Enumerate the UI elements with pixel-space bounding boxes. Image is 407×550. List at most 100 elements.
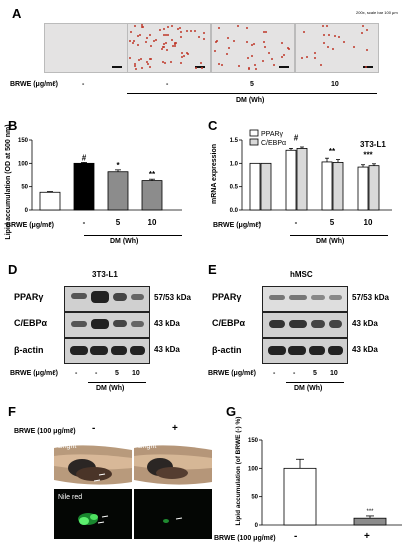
lipid-droplet bbox=[175, 41, 178, 44]
chart-g: 0 50 100 150 *** Lipid accumulation (of BRWE… bbox=[235, 417, 402, 529]
lipid-droplet bbox=[155, 39, 158, 42]
blot-d-cebp bbox=[64, 312, 150, 338]
panel-d-dm-bracket bbox=[88, 382, 146, 383]
significance-mark: # bbox=[294, 133, 299, 142]
lipid-droplet bbox=[236, 24, 239, 27]
lipid-droplet bbox=[149, 57, 152, 60]
lipid-droplet bbox=[365, 49, 368, 51]
panel-f-brwe-label: BRWE (100 μg/mℓ) bbox=[14, 428, 76, 435]
panel-e-dm-bracket bbox=[286, 382, 344, 383]
lipid-droplet bbox=[263, 45, 266, 48]
panel-c-dm-bracket bbox=[290, 235, 388, 236]
lipid-droplet bbox=[171, 25, 174, 28]
lipid-droplet bbox=[365, 65, 368, 68]
lipid-droplet bbox=[247, 66, 250, 69]
panel-e-letter: E bbox=[208, 262, 217, 277]
x-tick-label: - bbox=[49, 218, 52, 227]
micrograph-dm bbox=[127, 23, 211, 73]
panel-c-letter: C bbox=[208, 118, 218, 133]
lipid-droplet bbox=[333, 35, 336, 38]
panel-a-letter: A bbox=[12, 6, 22, 21]
significance-mark: ** bbox=[149, 170, 156, 179]
scale-bar bbox=[279, 66, 289, 68]
lipid-droplet bbox=[137, 43, 140, 46]
lipid-droplet bbox=[145, 37, 148, 40]
lipid-droplet bbox=[331, 48, 334, 51]
band bbox=[289, 295, 307, 300]
panel-e-dm-label: DM (Wh) bbox=[294, 385, 323, 392]
bar bbox=[368, 165, 380, 211]
band bbox=[131, 321, 144, 327]
panel-e-size-2: 43 kDa bbox=[352, 319, 378, 328]
lipid-droplet bbox=[360, 31, 363, 34]
panel-d-size-3: 43 kDa bbox=[154, 345, 180, 354]
lipid-droplet bbox=[132, 39, 135, 42]
panel-e-protein-3: β-actin bbox=[212, 345, 242, 355]
lipid-droplet bbox=[173, 43, 176, 46]
arrow-icon bbox=[98, 473, 106, 476]
y-tick-label: 150 bbox=[18, 138, 29, 144]
scale-note: 200x, scale bar 100 μm bbox=[356, 10, 398, 15]
lipid-droplet bbox=[270, 58, 273, 61]
bar bbox=[283, 467, 317, 526]
panel-a-brwe-label: BRWE (μg/mℓ) bbox=[10, 81, 59, 88]
y-tick-label: 1.5 bbox=[230, 138, 239, 144]
lipid-droplet bbox=[286, 46, 289, 49]
x-tick-label: - bbox=[83, 218, 86, 227]
band bbox=[311, 320, 325, 328]
lipid-droplet bbox=[185, 29, 188, 32]
significance-mark: *** bbox=[363, 151, 373, 160]
lipid-droplet bbox=[150, 58, 153, 61]
lipid-droplet bbox=[248, 67, 251, 70]
lipid-droplet bbox=[200, 61, 203, 64]
panel-f-letter: F bbox=[8, 404, 16, 419]
fish-bright-brwe: Bright bbox=[134, 438, 212, 488]
lipid-droplet bbox=[138, 33, 141, 36]
band bbox=[289, 320, 307, 328]
lipid-droplet bbox=[282, 53, 285, 56]
lipid-droplet bbox=[181, 52, 184, 55]
band bbox=[269, 295, 285, 300]
panel-c-dm-label: DM (Wh) bbox=[316, 238, 345, 245]
lipid-droplet bbox=[179, 27, 182, 30]
y-tick-label: 50 bbox=[251, 495, 258, 501]
lipid-droplet bbox=[160, 48, 163, 51]
panel-g-letter: G bbox=[226, 404, 237, 419]
lipid-droplet bbox=[180, 30, 183, 33]
lipid-droplet bbox=[173, 42, 176, 45]
band bbox=[90, 346, 108, 355]
blot-d-ppar bbox=[64, 286, 150, 312]
band bbox=[288, 346, 306, 355]
x-tick-label: 5 bbox=[330, 218, 335, 227]
lipid-droplet bbox=[165, 42, 168, 45]
lipid-droplet bbox=[145, 60, 148, 63]
lipid-droplet bbox=[281, 42, 284, 45]
lipid-droplet bbox=[226, 52, 229, 55]
band bbox=[328, 346, 343, 355]
lipid-droplet bbox=[287, 48, 290, 51]
lipid-droplet bbox=[250, 54, 253, 57]
significance-mark: *** bbox=[366, 509, 374, 515]
chart-c: 0.00.51.01.5-#-**5***10 mRNA expression … bbox=[211, 129, 392, 227]
lipid-droplet bbox=[251, 43, 254, 46]
x-tick-label: 10 bbox=[364, 218, 373, 227]
lipid-droplet bbox=[164, 34, 167, 37]
lipid-droplet bbox=[226, 37, 229, 40]
nile-label: Nile red bbox=[58, 494, 82, 501]
lipid-droplet bbox=[163, 62, 166, 65]
lipid-droplet bbox=[264, 31, 267, 34]
legend-ppar: PPARγ bbox=[261, 131, 284, 138]
band bbox=[70, 346, 88, 355]
panel-a-dm-label: DM (Wh) bbox=[236, 97, 265, 104]
band bbox=[91, 319, 109, 329]
panel-e-protein-1: PPARγ bbox=[212, 292, 242, 302]
y-tick-label: 0 bbox=[255, 523, 259, 529]
lipid-droplet bbox=[322, 34, 325, 37]
lipid-droplet bbox=[181, 56, 184, 59]
lipid-droplet bbox=[137, 58, 140, 61]
lipid-droplet bbox=[214, 41, 217, 44]
micrograph-control bbox=[44, 23, 128, 73]
y-tick-label: 150 bbox=[248, 438, 259, 444]
lipid-droplet bbox=[300, 56, 303, 59]
band bbox=[130, 346, 145, 355]
